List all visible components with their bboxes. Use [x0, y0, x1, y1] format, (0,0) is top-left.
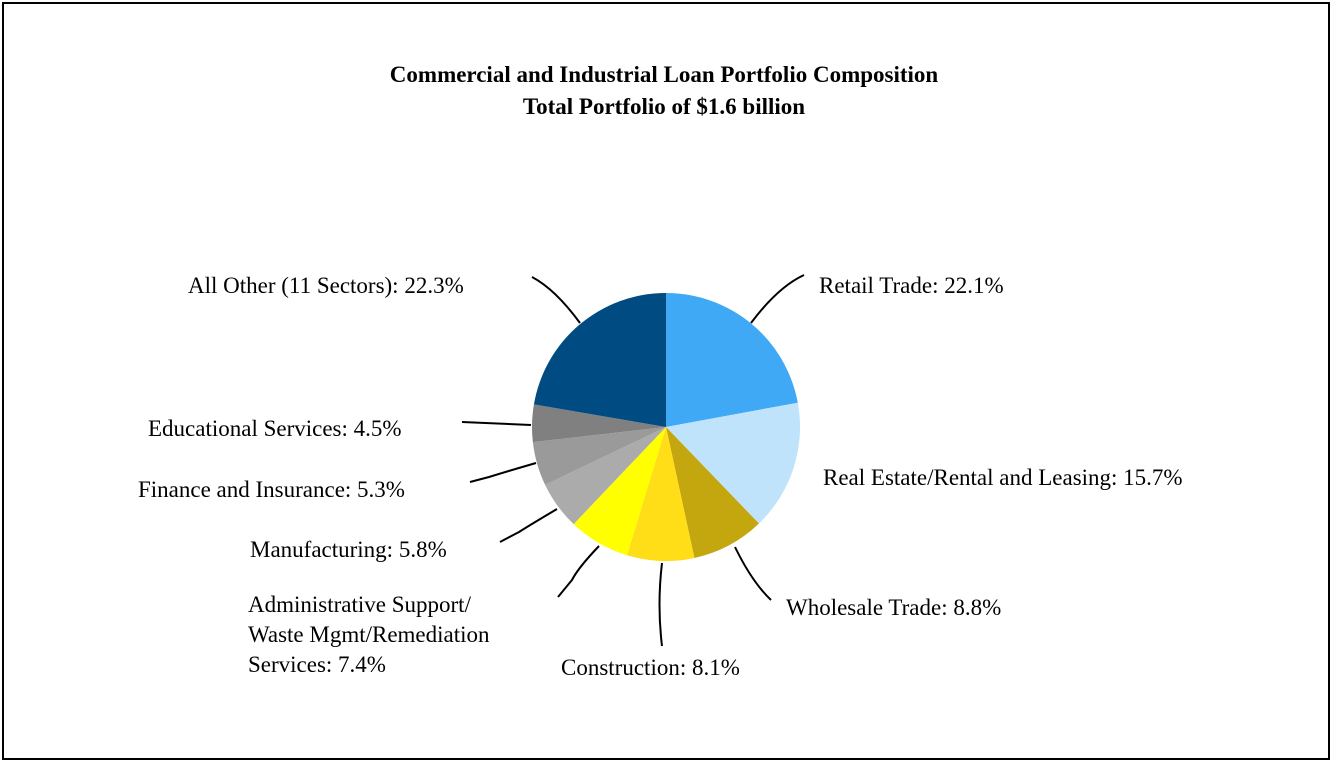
leader-line [531, 276, 581, 324]
slice-label: Finance and Insurance: 5.3% [138, 477, 405, 502]
pie-slice [545, 427, 666, 525]
slice-labels: Retail Trade: 22.1% Real Estate/Rental an… [138, 273, 1183, 680]
pie-slice [532, 404, 666, 443]
leader-line [499, 508, 558, 543]
slice-label: Construction: 8.1% [561, 655, 740, 680]
leader-line [734, 546, 772, 601]
slice-label: Manufacturing: 5.8% [250, 537, 447, 562]
leader-line [557, 545, 600, 598]
slice-label-line: Waste Mgmt/Remediation [248, 622, 490, 647]
chart-title-block: Commercial and Industrial Loan Portfolio… [0, 59, 1328, 123]
pie-slices [532, 293, 800, 561]
pie-slice [533, 293, 666, 427]
chart-title: Commercial and Industrial Loan Portfolio… [389, 62, 939, 87]
pie-slice [666, 427, 759, 558]
pie-slice [627, 427, 695, 561]
slice-label: All Other (11 Sectors): 22.3% [188, 273, 464, 298]
leader-lines [461, 274, 805, 647]
pie-slice [532, 427, 666, 485]
slice-label-line: Administrative Support/ [248, 592, 472, 617]
pie-slice [666, 293, 798, 427]
leader-line [750, 274, 805, 324]
leader-line [461, 421, 532, 426]
slice-label: Wholesale Trade: 8.8% [786, 595, 1001, 620]
pie-slice [573, 427, 666, 556]
slice-label: Retail Trade: 22.1% [819, 273, 1004, 298]
chart-subtitle: Total Portfolio of $1.6 billion [522, 94, 806, 119]
slice-label-line: Services: 7.4% [248, 652, 386, 677]
slice-label: Educational Services: 4.5% [148, 416, 402, 441]
slice-label: Administrative Support/Waste Mgmt/Remedi… [248, 592, 490, 677]
leader-line [469, 462, 537, 483]
slice-label: Real Estate/Rental and Leasing: 15.7% [823, 465, 1183, 490]
pie-slice [666, 402, 800, 524]
leader-line [658, 562, 663, 647]
